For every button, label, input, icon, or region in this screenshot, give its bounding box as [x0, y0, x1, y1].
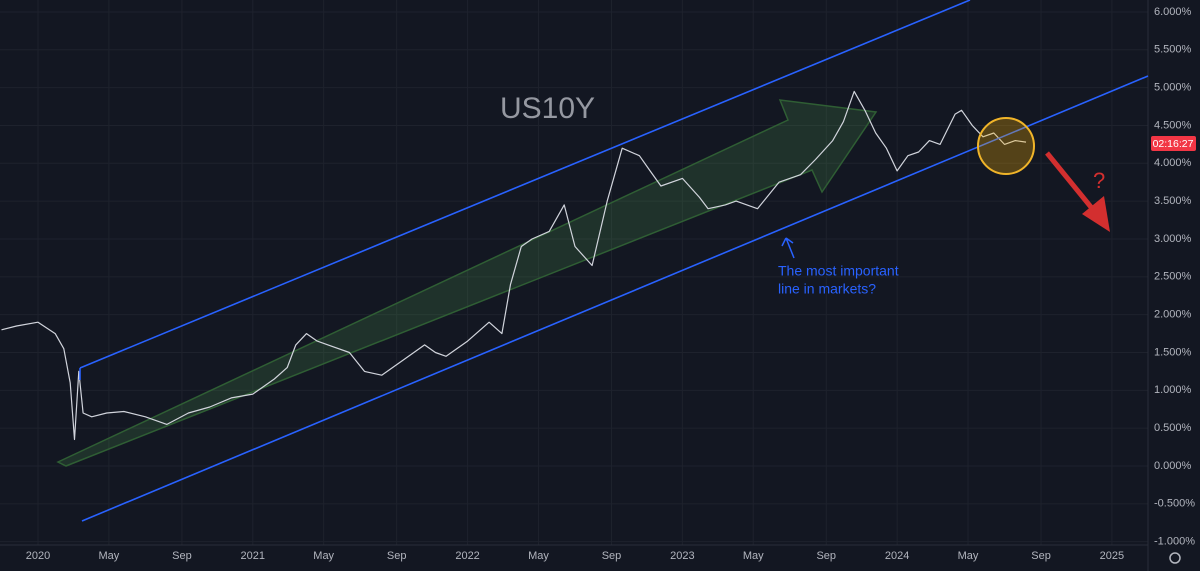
x-tick-label: Sep: [816, 550, 836, 562]
grid: [0, 0, 1148, 545]
y-tick-label: 2.000%: [1154, 309, 1192, 321]
y-tick-label: -0.500%: [1154, 498, 1195, 510]
y-tick-label: 4.500%: [1154, 119, 1192, 131]
annotation: line in markets?: [778, 281, 876, 297]
x-tick-label: 2020: [26, 550, 50, 562]
channel-upper: [79, 0, 971, 369]
x-tick-label: May: [958, 550, 979, 562]
trend-arrow: [56, 99, 878, 467]
x-tick-label: 2025: [1100, 550, 1124, 562]
highlight-circle: [977, 117, 1035, 175]
y-tick-label: 5.000%: [1154, 82, 1192, 94]
y-tick-label: -1.000%: [1154, 536, 1195, 548]
y-tick-label: 2.500%: [1154, 271, 1192, 283]
annotation: The most important: [778, 263, 899, 279]
y-tick-label: 3.500%: [1154, 195, 1192, 207]
y-tick-label: 1.500%: [1154, 346, 1192, 358]
y-tick-label: 0.500%: [1154, 422, 1192, 434]
x-tick-label: 2024: [885, 550, 909, 562]
countdown-tag: [1151, 136, 1196, 151]
y-tick-label: 3.000%: [1154, 233, 1192, 245]
x-tick-label: 2023: [670, 550, 694, 562]
down-arrow-head: [1082, 196, 1110, 232]
y-tick-label: 1.000%: [1154, 384, 1192, 396]
x-tick-label: May: [313, 550, 334, 562]
down-arrow: [1045, 151, 1097, 214]
y-tick-label: 5.500%: [1154, 44, 1192, 56]
x-tick-label: Sep: [387, 550, 407, 562]
x-tick-label: Sep: [172, 550, 192, 562]
channel-lower: [81, 75, 1149, 522]
x-tick-label: 2022: [455, 550, 479, 562]
x-tick-label: May: [99, 550, 120, 562]
x-tick-label: May: [528, 550, 549, 562]
plot: [1, 90, 1027, 441]
countdown: 02:16:27: [1153, 138, 1194, 150]
note-arrow: [781, 237, 795, 259]
x-tick-label: 2021: [241, 550, 265, 562]
y-tick-label: 4.000%: [1154, 157, 1192, 169]
y-tick-label: 0.000%: [1154, 460, 1192, 472]
x-tick-label: Sep: [602, 550, 622, 562]
price-line: [1, 90, 1027, 441]
y-tick-label: 6.000%: [1154, 6, 1192, 18]
chart-title: US10Y: [500, 92, 595, 125]
x-tick-label: Sep: [1031, 550, 1051, 562]
annotation: ?: [1093, 168, 1105, 193]
settings-icon[interactable]: [1169, 552, 1181, 564]
x-tick-label: May: [743, 550, 764, 562]
